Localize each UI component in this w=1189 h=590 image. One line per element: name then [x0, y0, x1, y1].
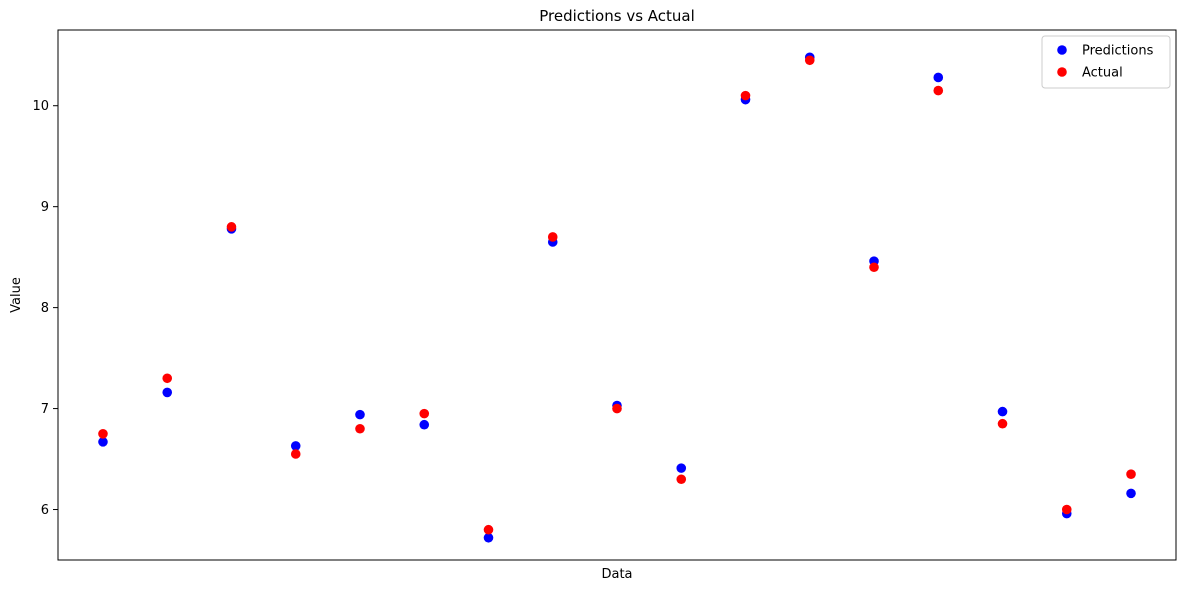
predictions-point	[483, 532, 494, 543]
legend-label-actual: Actual	[1082, 66, 1123, 81]
predictions-point	[419, 419, 430, 430]
data-points	[98, 52, 1136, 543]
y-tick-label: 8	[41, 301, 49, 316]
legend-label-predictions: Predictions	[1082, 44, 1154, 59]
predictions-point	[997, 406, 1008, 417]
actual-point	[869, 262, 879, 273]
y-tick-label: 9	[41, 200, 49, 215]
chart-title: Predictions vs Actual	[539, 7, 695, 25]
predictions-point	[162, 387, 173, 398]
legend: Predictions Actual	[1041, 35, 1171, 89]
actual-point	[997, 418, 1008, 429]
actual-point	[355, 423, 365, 434]
predictions-point	[676, 463, 687, 473]
actual-point	[419, 408, 430, 419]
legend-box	[1041, 35, 1171, 89]
y-axis-ticks: 6 7 8 9 10	[32, 99, 58, 518]
predictions-point	[355, 409, 365, 420]
actual-point	[1126, 469, 1136, 479]
actual-point	[804, 55, 815, 66]
actual-point	[547, 232, 558, 242]
y-axis-label: Value	[9, 277, 24, 313]
predictions-point	[1126, 488, 1136, 499]
actual-point	[98, 429, 108, 439]
predictions-point	[290, 441, 301, 451]
actual-point	[612, 403, 622, 414]
actual-point	[162, 373, 173, 384]
plot-area-frame	[57, 29, 1177, 561]
predictions-point	[933, 72, 944, 83]
y-tick-label: 6	[41, 503, 49, 518]
actual-point	[226, 222, 237, 232]
legend-marker-actual	[1057, 67, 1067, 77]
actual-point	[740, 90, 751, 101]
y-tick-label: 10	[32, 99, 49, 114]
actual-point	[290, 449, 301, 459]
actual-point	[676, 474, 687, 485]
actual-point	[1061, 504, 1072, 515]
actual-point	[933, 85, 944, 96]
predictions-point	[98, 437, 108, 447]
y-tick-label: 7	[41, 402, 49, 417]
legend-marker-predictions	[1057, 45, 1067, 55]
actual-point	[483, 524, 494, 535]
x-axis-label: Data	[601, 567, 632, 582]
